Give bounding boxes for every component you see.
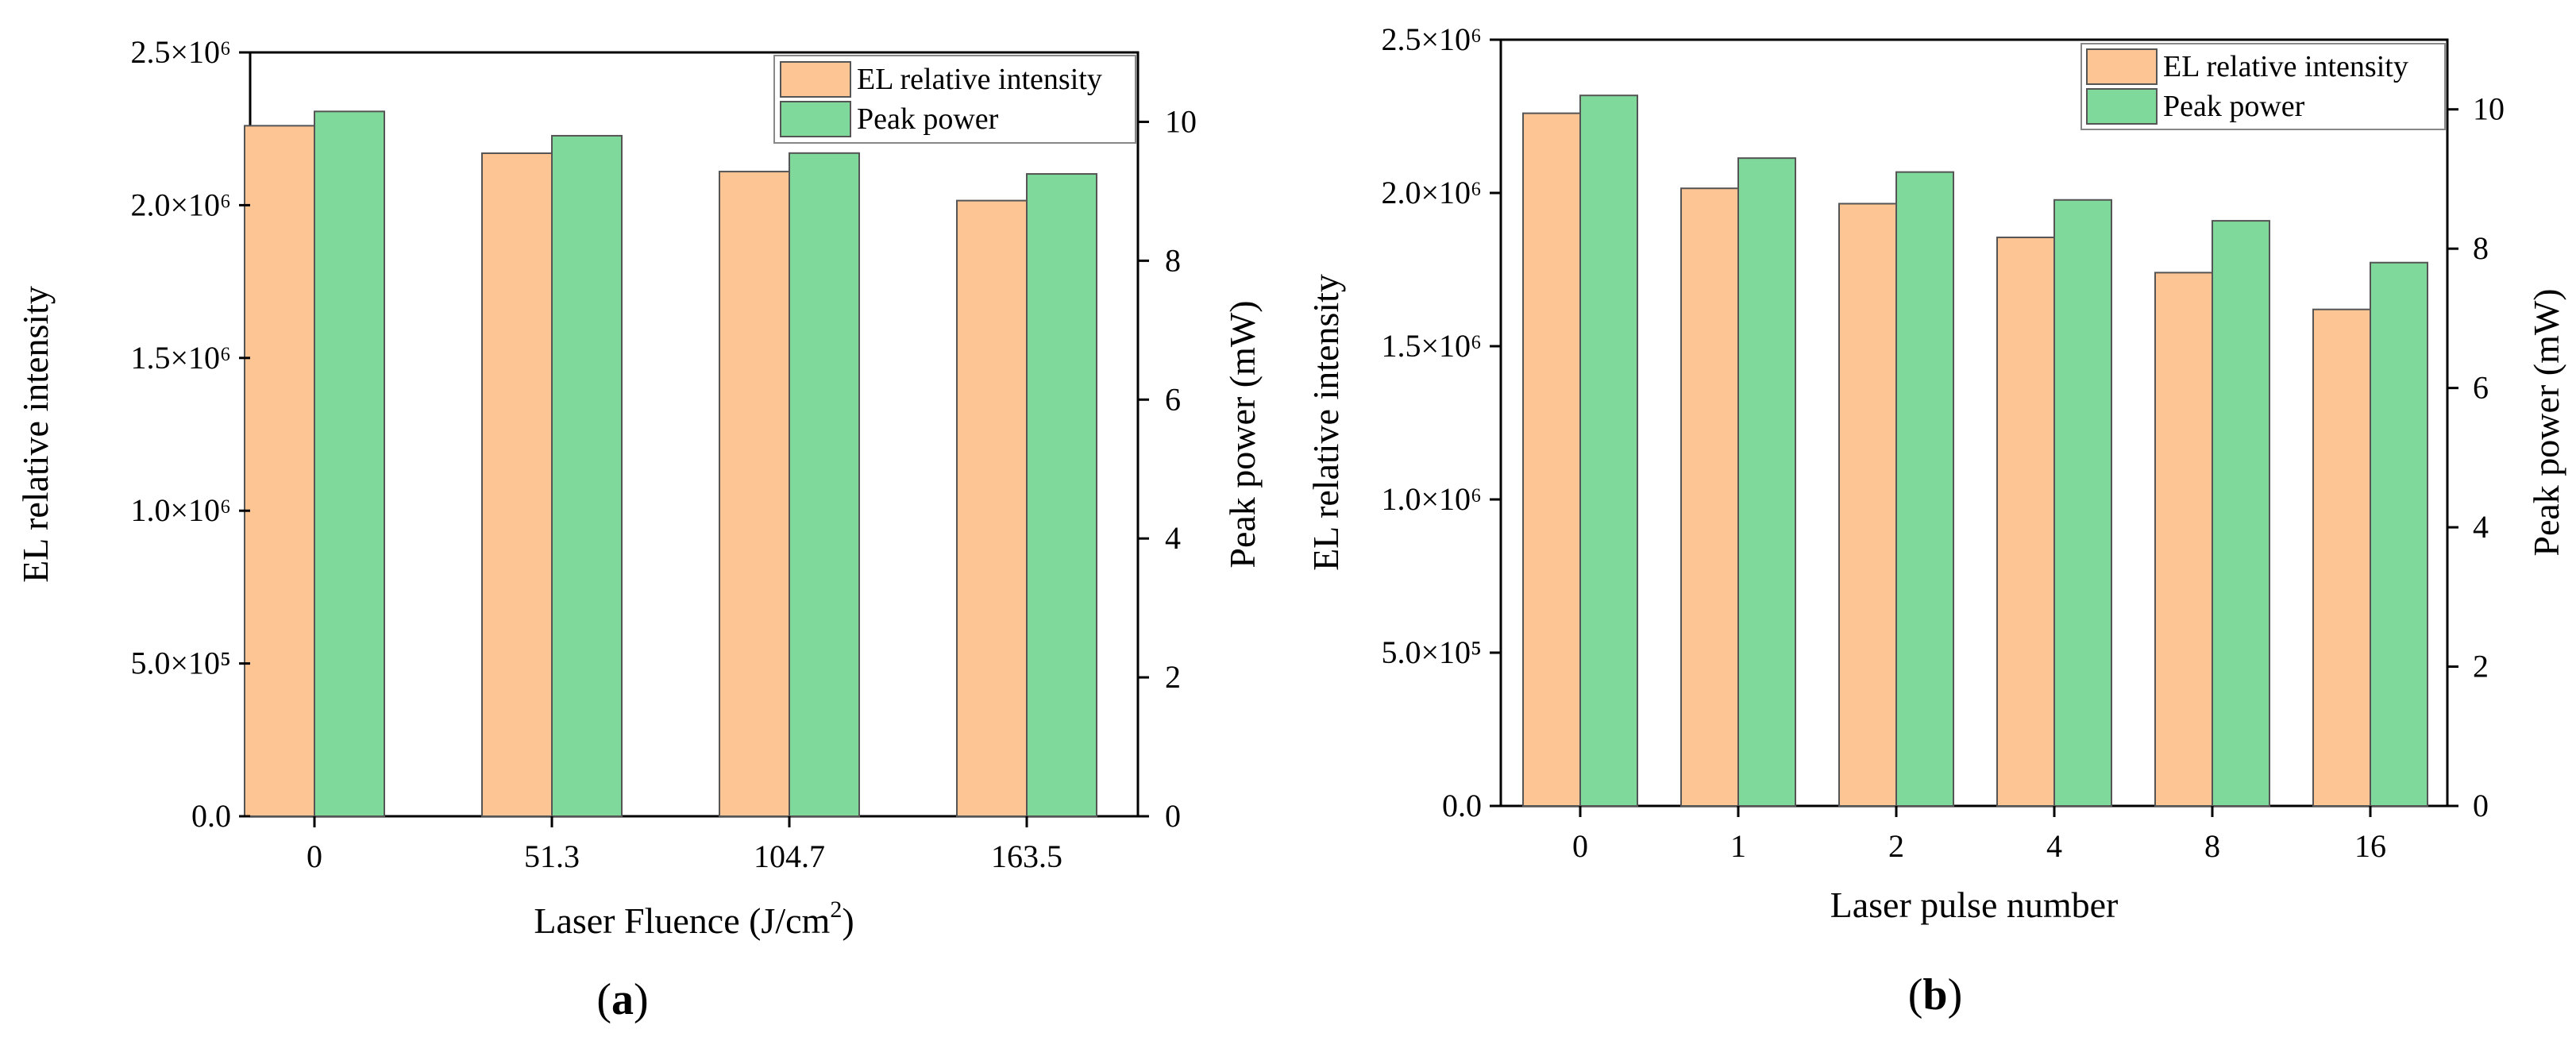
panel-b-y2-tick-label-2: 4	[2473, 509, 2489, 545]
panel-b-bar-peak-0	[1579, 94, 1638, 807]
panel-b-bar-el-3	[1996, 236, 2055, 808]
panel-a-y-axis-title: EL relative intensity	[15, 286, 56, 583]
panel-b-y2-tick-label-3: 6	[2473, 370, 2489, 406]
panel-a-label: (a)	[596, 975, 648, 1024]
panel-a-legend-label-peak: Peak power	[857, 102, 999, 136]
panel-a-legend-swatch-peak	[780, 101, 851, 137]
panel-a-x-tick-label-2: 104.7	[754, 838, 825, 874]
panel-a-y2-tick-label-1: 2	[1165, 659, 1181, 695]
panel-a-bar-el-3	[956, 199, 1028, 818]
panel-b-x-tick-label-2: 2	[1888, 828, 1904, 864]
panel-b-legend-label-el: EL relative intensity	[2163, 50, 2408, 83]
panel-b-legend: EL relative intensity Peak power	[2080, 43, 2446, 130]
panel-b-plot-frame	[1499, 38, 2449, 808]
panel-b-bars	[1522, 94, 2428, 808]
panel-b-label: (b)	[1908, 970, 1962, 1020]
panel-a-y-tick-label-3: 1.5×10⁶	[130, 340, 231, 376]
panel-a-bar-peak-2	[789, 152, 860, 818]
panel-b-y-tick-label-3: 1.5×10⁶	[1381, 328, 1482, 364]
panel-a-axes: 0 51.3 104.7 163.5 0.0 5.0×10⁵ 1.0×10⁶ 1.5×10⁶ 2…	[130, 34, 1197, 874]
panel-b-x-tick-label-5: 16	[2354, 828, 2386, 864]
panel-b-x-tick-label-1: 1	[1730, 828, 1746, 864]
panel-b-y2-tick-label-5: 10	[2473, 91, 2505, 127]
panel-a-y-tick-label-1: 5.0×10⁵	[130, 646, 231, 681]
panel-a-bar-peak-0	[314, 110, 385, 817]
panel-b-bar-peak-1	[1737, 157, 1796, 808]
panel-b-bar-el-5	[2312, 308, 2371, 807]
panel-b-legend-label-peak: Peak power	[2163, 90, 2305, 123]
panel-b-y-tick-label-0: 0.0	[1442, 788, 1482, 823]
panel-b-bar-el-4	[2154, 272, 2213, 807]
panel-b-y2-tick-label-0: 0	[2473, 788, 2489, 823]
panel-b-y2-axis-title: Peak power (mW)	[2526, 288, 2566, 556]
panel-b-bar-peak-5	[2370, 261, 2428, 807]
panel-a-y-tick-label-5: 2.5×10⁶	[130, 34, 231, 70]
panel-b-x-tick-label-0: 0	[1572, 828, 1588, 864]
panel-a-y-tick-label-2: 1.0×10⁶	[130, 492, 231, 528]
panel-b-y-axis-title: EL relative intensity	[1305, 274, 1346, 571]
panel-b-x-tick-label-4: 8	[2204, 828, 2220, 864]
panel-a-legend-swatch-el	[780, 61, 851, 98]
panel-a-y-tick-label-0: 0.0	[191, 798, 231, 834]
panel-a-y2-tick-label-5: 10	[1165, 103, 1197, 139]
panel-b-bar-peak-4	[2212, 220, 2270, 808]
panel-a: 0 51.3 104.7 163.5 0.0 5.0×10⁵ 1.0×10⁶ 1.5×10⁶ 2…	[15, 34, 1263, 1024]
panel-b-bar-peak-2	[1895, 171, 1954, 807]
panel-b-bar-el-2	[1838, 202, 1897, 807]
panel-a-bar-peak-1	[551, 134, 623, 818]
panel-b-y-tick-label-2: 1.0×10⁶	[1381, 481, 1482, 517]
panel-b-bar-el-1	[1680, 187, 1739, 807]
panel-a-y2-tick-label-2: 4	[1165, 520, 1181, 556]
panel-a-bar-el-0	[244, 125, 315, 818]
panel-b-legend-swatch-peak	[2086, 88, 2158, 125]
panel-b-legend-swatch-el	[2086, 48, 2158, 85]
panel-a-x-axis-title: Laser Fluence (J/cm2)	[534, 896, 854, 941]
panel-a-legend-label-el: EL relative intensity	[857, 63, 1102, 96]
panel-a-x-tick-label-3: 163.5	[991, 838, 1062, 874]
panel-b-bar-el-0	[1522, 112, 1581, 807]
panel-a-bars	[244, 110, 1097, 818]
panel-a-legend: EL relative intensity Peak power	[773, 55, 1136, 144]
panel-a-y2-tick-label-3: 6	[1165, 381, 1181, 417]
panel-a-y2-axis-title: Peak power (mW)	[1222, 300, 1263, 568]
panel-b-y-tick-label-5: 2.5×10⁶	[1381, 21, 1482, 57]
panel-b-y-tick-label-1: 5.0×10⁵	[1381, 634, 1482, 670]
panel-b-axes: 0 1 2 4 8 16 0.0 5.0×10⁵ 1.0×10⁶ 1.5×10⁶ 2.0×10⁶ 2.…	[1381, 21, 2505, 864]
panel-b-y2-tick-label-1: 2	[2473, 649, 2489, 684]
panel-a-bar-el-1	[481, 152, 553, 817]
panel-a-y-tick-label-4: 2.0×10⁶	[130, 187, 231, 222]
panel-a-x-tick-label-1: 51.3	[524, 838, 580, 874]
panel-a-x-tick-label-0: 0	[307, 838, 322, 874]
panel-a-bar-peak-3	[1026, 173, 1097, 817]
panel-b: 0 1 2 4 8 16 0.0 5.0×10⁵ 1.0×10⁶ 1.5×10⁶ 2.0×10⁶ 2.…	[1305, 21, 2566, 1020]
panel-b-x-axis-title: Laser pulse number	[1830, 885, 2119, 925]
panel-b-bar-peak-3	[2053, 199, 2112, 808]
panel-a-y2-tick-label-0: 0	[1165, 798, 1181, 834]
panel-a-bar-el-2	[719, 171, 790, 817]
panel-a-y2-tick-label-4: 8	[1165, 242, 1181, 278]
panel-b-y2-tick-label-4: 8	[2473, 230, 2489, 266]
panel-b-y-tick-label-4: 2.0×10⁶	[1381, 175, 1482, 210]
panel-b-x-tick-label-3: 4	[2046, 828, 2062, 864]
